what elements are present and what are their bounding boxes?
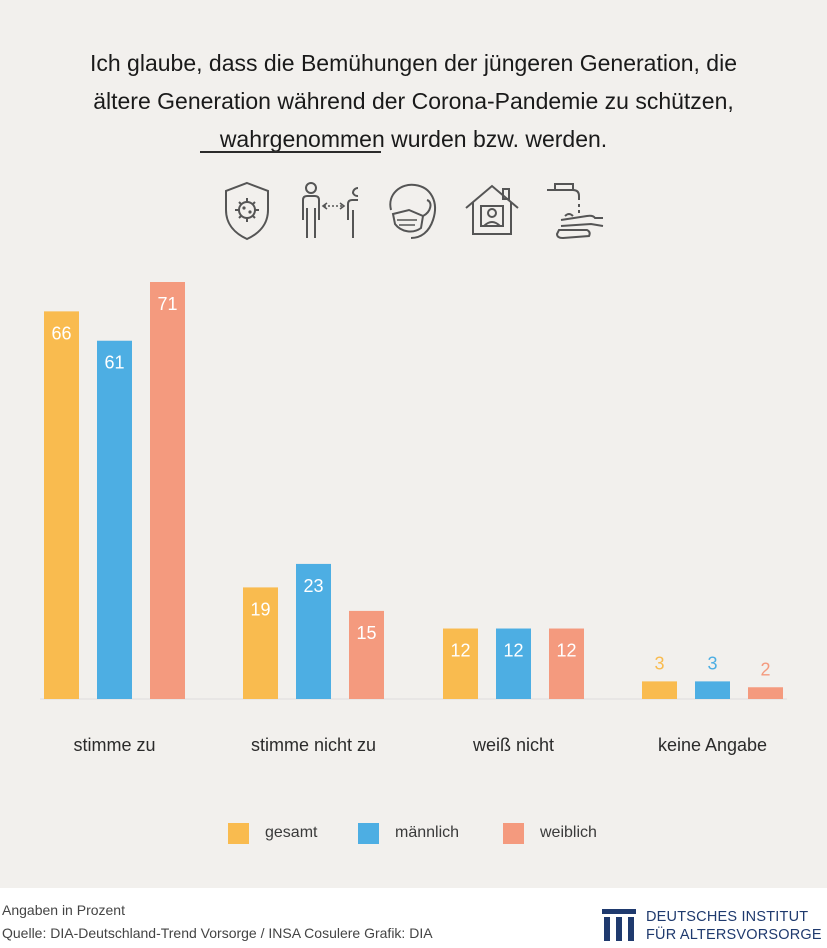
legend-swatch-gesamt: [228, 822, 249, 844]
dia-logo-line-2: FÜR ALTERSVORSORGE: [646, 927, 822, 943]
chart-panel: Ich glaube, dass die Bemühungen der jüng…: [0, 0, 827, 888]
category-label: stimme zu: [73, 735, 155, 755]
category-label: stimme nicht zu: [251, 735, 376, 755]
category-label: weiß nicht: [472, 735, 554, 755]
title-line-3-rest: wurden bzw. werden.: [384, 126, 608, 152]
bar-1-3: [150, 282, 185, 699]
bar-value-label: 12: [556, 641, 576, 661]
bar-3-3: [549, 628, 584, 699]
title-underline: [200, 151, 381, 153]
dia-logo-text: DEUTSCHES INSTITUT FÜR ALTERSVORSORGE: [646, 908, 822, 944]
bar-value-label: 3: [707, 653, 717, 673]
legend-item-weiblich: weiblich: [503, 820, 597, 846]
legend-item-gesamt: gesamt: [228, 820, 317, 846]
bar-3-2: [496, 628, 531, 699]
bar-value-label: 23: [303, 576, 323, 596]
legend-label-maennlich: männlich: [395, 824, 460, 841]
title-line-2: ältere Generation während der Corona-Pan…: [93, 88, 734, 114]
footer: Angaben in Prozent Quelle: DIA-Deutschla…: [0, 888, 827, 948]
title-underlined-word: wahrgenommen: [219, 126, 385, 152]
legend-label-gesamt: gesamt: [265, 824, 318, 841]
bar-value-label: 12: [450, 641, 470, 661]
bar-4-2: [695, 681, 730, 699]
bar-value-label: 15: [356, 623, 376, 643]
bar-4-1: [642, 681, 677, 699]
title-line-1: Ich glaube, dass die Bemühungen der jüng…: [89, 50, 737, 76]
unit-note: Angaben in Prozent: [2, 902, 125, 918]
bar-1-1: [44, 311, 79, 699]
bar-value-label: 61: [104, 353, 124, 373]
category-label: keine Angabe: [658, 735, 767, 755]
chart-legend: gesamt männlich weiblich: [0, 820, 827, 850]
dia-logo-line-1: DEUTSCHES INSTITUT: [646, 909, 809, 925]
chart-title: Ich glaube, dass die Bemühungen der jüng…: [20, 44, 807, 158]
bar-value-label: 19: [250, 599, 270, 619]
legend-item-maennlich: männlich: [358, 820, 459, 846]
dia-logo: DEUTSCHES INSTITUT FÜR ALTERSVORSORGE: [602, 907, 825, 945]
bar-value-label: 2: [760, 659, 770, 679]
source-line: Quelle: DIA-Deutschland-Trend Vorsorge /…: [2, 925, 433, 941]
bar-value-label: 66: [51, 323, 71, 343]
bar-chart: 66 61 71 19 23 15 12 12 12 3 3 2 stimme zu stimme ni…: [40, 282, 787, 755]
bar-4-3: [748, 687, 783, 699]
bar-1-2: [97, 340, 132, 699]
dia-logo-mark: [602, 909, 636, 941]
bar-value-label: 71: [157, 294, 177, 314]
legend-swatch-weiblich: [503, 822, 524, 844]
legend-label-weiblich: weiblich: [540, 824, 597, 841]
legend-swatch-maennlich: [358, 822, 379, 844]
title-line-3: wahrgenommen wurden bzw. werden.: [20, 120, 807, 158]
bar-2-3: [349, 610, 384, 699]
bar-3-1: [443, 628, 478, 699]
bar-value-label: 3: [654, 653, 664, 673]
bar-2-2: [296, 563, 331, 699]
bar-value-label: 12: [503, 641, 523, 661]
bar-2-1: [243, 587, 278, 699]
